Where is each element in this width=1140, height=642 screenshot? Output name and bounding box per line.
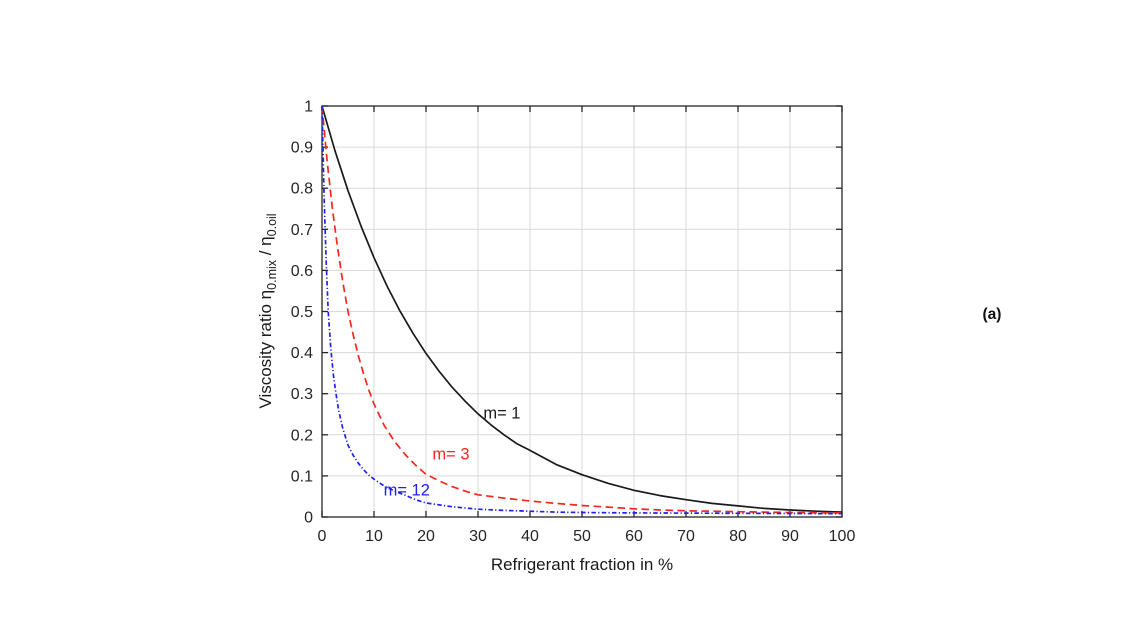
x-tick-label: 20: [417, 528, 435, 545]
y-axis-label-subscript: 0.mix: [265, 259, 279, 290]
curve-m-3: [321, 105, 843, 514]
y-tick-label: 0.6: [291, 263, 313, 280]
tick-labels: 0 10 20 30 40 50 60 70 80 90 100 0 0.1 0.2 0.3 0.4 0.5 0.…: [291, 99, 856, 546]
x-tick-label: 40: [521, 528, 539, 545]
x-tick-label: 50: [573, 528, 591, 545]
data-series: [321, 105, 843, 515]
y-tick-label: 0: [304, 510, 313, 527]
curve-label-m-12: m= 12: [384, 481, 430, 499]
figure-panel-label: (a): [983, 306, 1002, 323]
curve-label-m-3: m= 3: [432, 446, 469, 464]
y-axis-label: Viscosity ratio η0.mix / η0.oil: [256, 213, 279, 408]
x-tick-label: 90: [781, 528, 799, 545]
x-tick-label: 0: [318, 528, 327, 545]
x-axis-label: Refrigerant fraction in %: [491, 555, 673, 574]
curve-m-12: [321, 105, 843, 515]
curve-label-m-1: m= 1: [483, 405, 520, 423]
y-tick-label: 0.9: [291, 140, 313, 157]
y-axis-label-segment: / η: [256, 236, 275, 260]
grid-lines: [322, 106, 842, 517]
x-tick-label: 30: [469, 528, 487, 545]
y-tick-label: 0.3: [291, 386, 313, 403]
x-tick-label: 70: [677, 528, 695, 545]
x-tick-label: 60: [625, 528, 643, 545]
curve-labels: m= 1 m= 3m= 12: [384, 405, 521, 500]
y-axis-label-segment: Viscosity ratio η: [256, 290, 275, 409]
y-tick-label: 0.4: [291, 345, 313, 362]
curve-m-1: [321, 105, 843, 513]
x-tick-label: 100: [829, 528, 856, 545]
y-tick-label: 0.1: [291, 468, 313, 485]
x-tick-label: 10: [365, 528, 383, 545]
y-axis-label-subscript: 0.oil: [265, 213, 279, 236]
y-tick-label: 0.7: [291, 222, 313, 239]
y-tick-label: 0.2: [291, 427, 313, 444]
y-tick-label: 0.8: [291, 181, 313, 198]
x-tick-label: 80: [729, 528, 747, 545]
y-tick-label: 1: [304, 99, 313, 116]
y-tick-label: 0.5: [291, 304, 313, 321]
